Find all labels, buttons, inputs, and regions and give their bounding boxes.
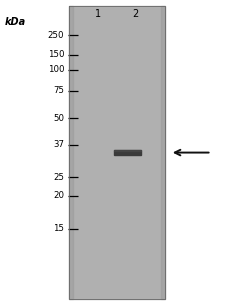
Text: 20: 20 <box>53 191 64 200</box>
Text: 150: 150 <box>48 50 64 59</box>
Text: 75: 75 <box>53 86 64 95</box>
Text: 15: 15 <box>53 224 64 233</box>
Bar <box>161 6 165 299</box>
Bar <box>69 6 73 299</box>
Text: 1: 1 <box>95 9 101 19</box>
Bar <box>69 6 165 299</box>
Text: 37: 37 <box>53 140 64 150</box>
Text: 2: 2 <box>132 9 138 19</box>
Bar <box>114 150 141 155</box>
Text: 250: 250 <box>48 31 64 40</box>
Text: 100: 100 <box>48 65 64 75</box>
Bar <box>114 150 141 151</box>
Text: kDa: kDa <box>5 17 26 27</box>
Text: 25: 25 <box>53 173 64 182</box>
Text: 50: 50 <box>53 114 64 123</box>
